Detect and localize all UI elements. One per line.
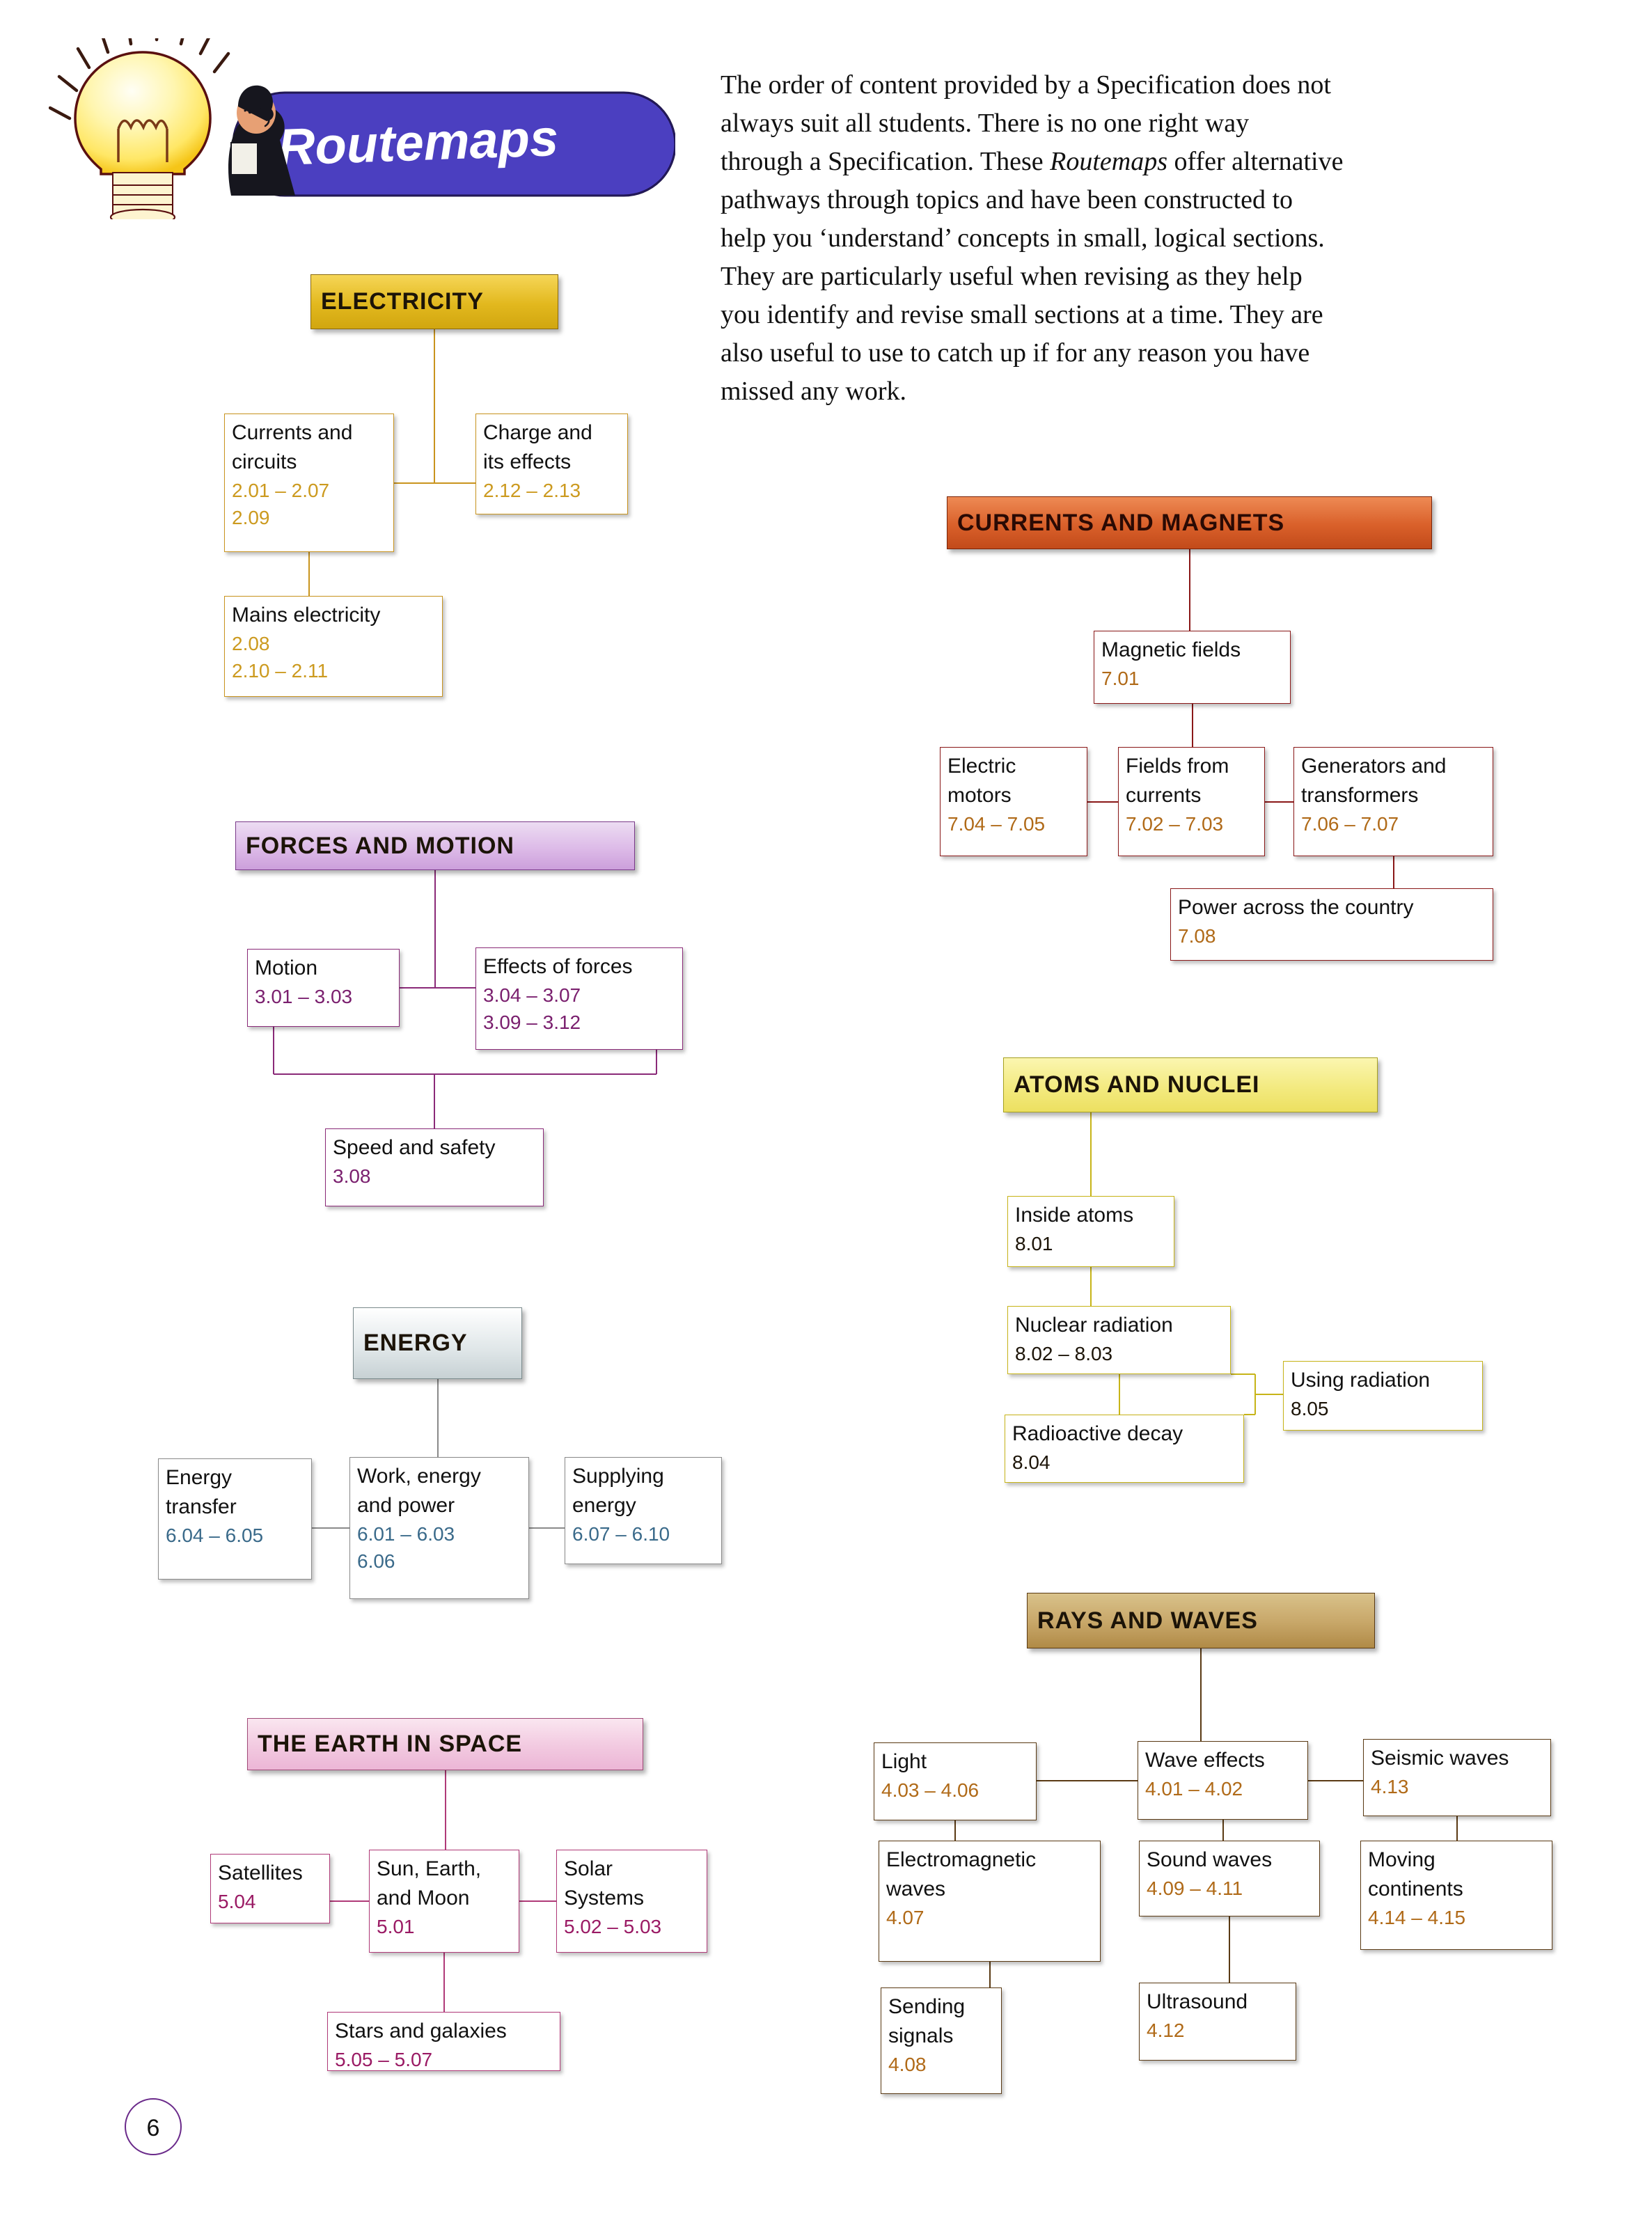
svg-text:Routemaps: Routemaps <box>277 109 560 176</box>
svg-text:6: 6 <box>147 2115 160 2141</box>
